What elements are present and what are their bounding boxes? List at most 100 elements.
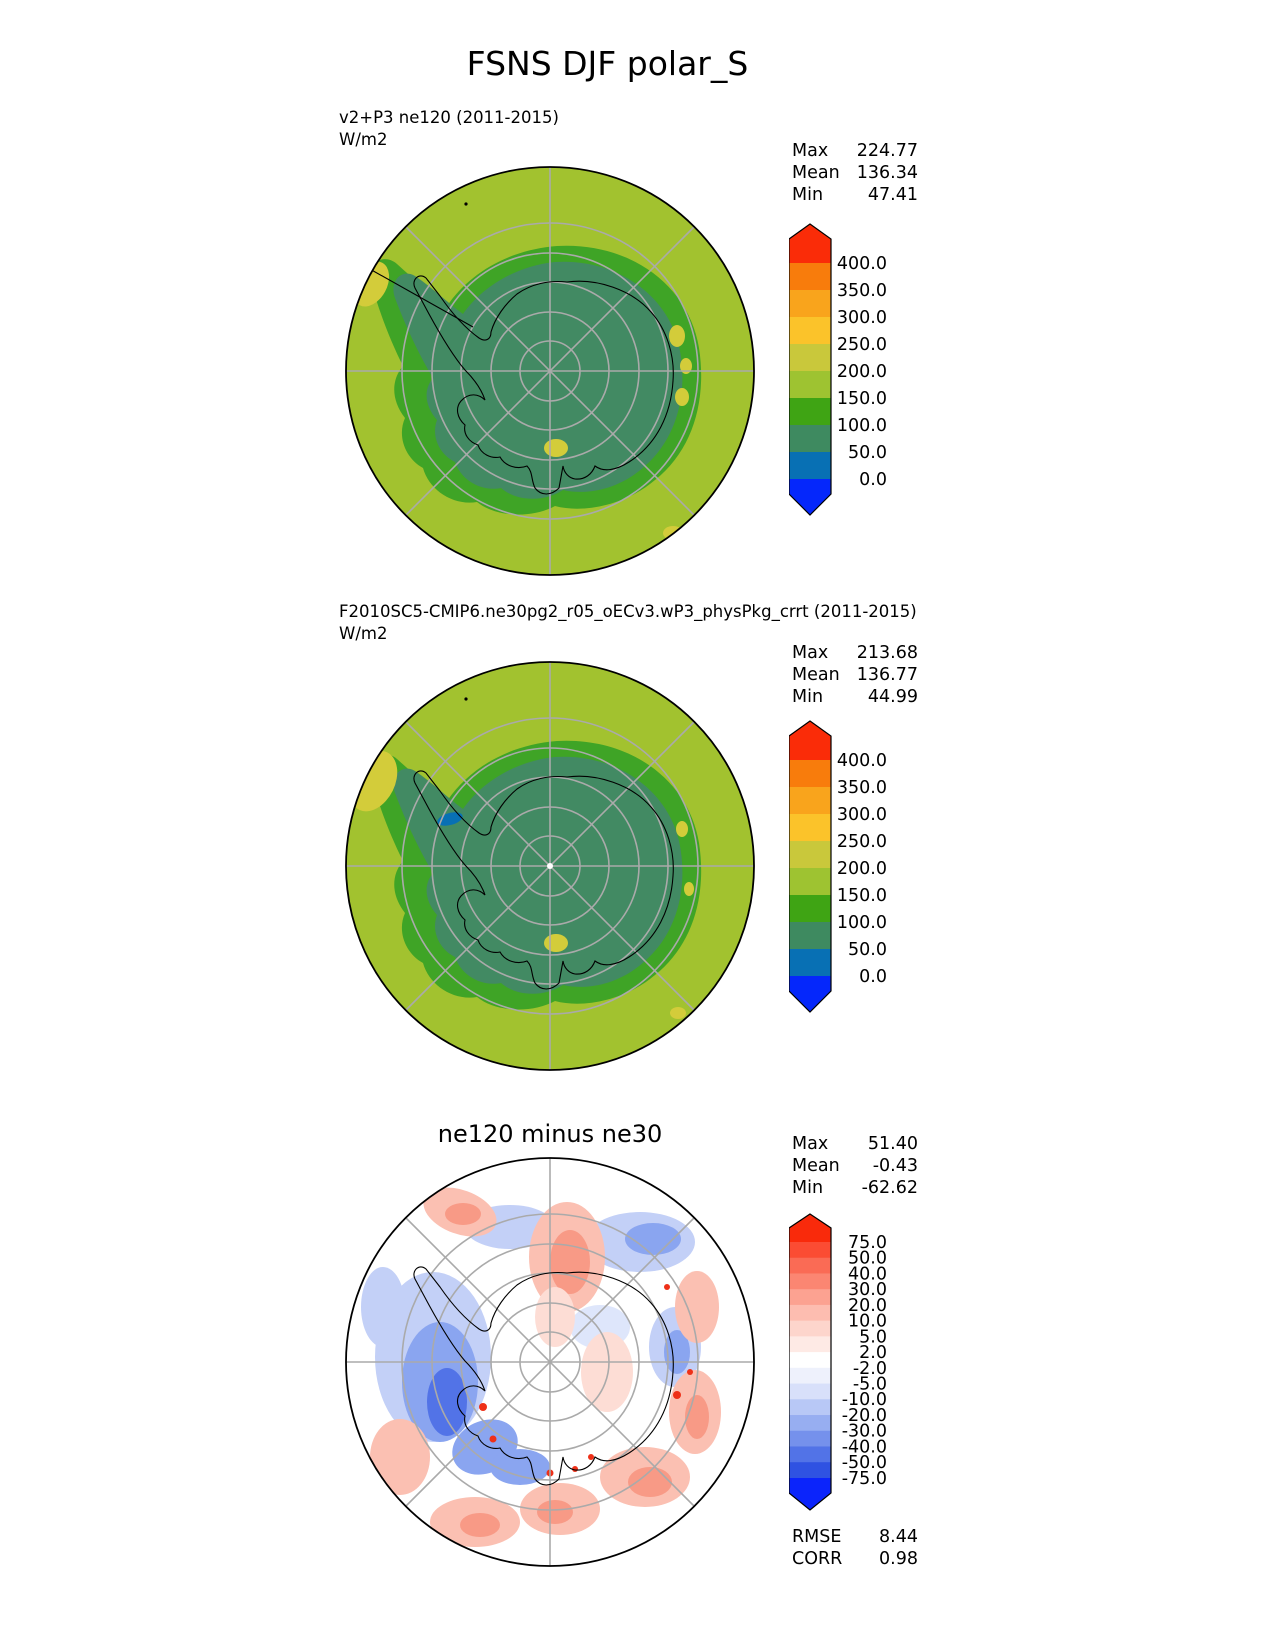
map-boundary	[345, 166, 755, 576]
pole-dot	[547, 863, 553, 869]
stat-label: Mean	[792, 1156, 840, 1176]
svg-text:100.0: 100.0	[837, 416, 887, 436]
stat-value: -0.43	[872, 1156, 918, 1176]
stat-row-max: Max 213.68	[792, 642, 918, 664]
stat-value: 136.34	[856, 163, 918, 183]
svg-text:30.0: 30.0	[848, 1280, 887, 1300]
stat-row-mean: Mean 136.77	[792, 664, 918, 686]
colorbar-panel2: 400.0 350.0 300.0 250.0 200.0 150.0 100.0 50.0 0…	[789, 720, 887, 1013]
metric-value: 0.98	[879, 1549, 918, 1569]
meridian-cut-line	[367, 267, 474, 328]
map-boundary	[345, 661, 755, 1071]
panel2-header: F2010SC5-CMIP6.ne30pg2_r05_oECv3.wP3_phy…	[339, 601, 917, 645]
svg-text:400.0: 400.0	[837, 751, 887, 771]
stat-label: Min	[792, 185, 824, 205]
panel2-units: W/m2	[339, 624, 388, 643]
stat-row-mean: Mean -0.43	[792, 1155, 918, 1177]
svg-text:350.0: 350.0	[837, 778, 887, 798]
metric-label: CORR	[792, 1549, 843, 1569]
metric-row-corr: CORR 0.98	[792, 1548, 918, 1570]
map-panel2-south-polar	[345, 661, 755, 1071]
svg-text:50.0: 50.0	[848, 443, 887, 463]
coastal-hotspots	[479, 1284, 693, 1477]
svg-text:-40.0: -40.0	[842, 1437, 887, 1457]
map-boundary	[345, 1157, 755, 1567]
colorbar-panel3: 75.050.040.030.020.010.05.02.0-2.0-5.0-1…	[789, 1213, 887, 1511]
svg-text:-75.0: -75.0	[842, 1469, 887, 1489]
svg-text:350.0: 350.0	[837, 281, 887, 301]
panel3-metrics: RMSE 8.44 CORR 0.98	[792, 1526, 918, 1570]
metric-value: 8.44	[879, 1527, 918, 1547]
panel1-title: v2+P3 ne120 (2011-2015)	[339, 108, 559, 127]
svg-text:-5.0: -5.0	[853, 1375, 887, 1395]
stat-value: 224.77	[856, 141, 918, 161]
svg-text:10.0: 10.0	[848, 1312, 887, 1332]
svg-text:-20.0: -20.0	[842, 1406, 887, 1426]
colorbar-panel1: 400.0 350.0 300.0 250.0 200.0 150.0 100.0 50.0 0…	[789, 223, 887, 516]
stat-value: -62.62	[861, 1178, 918, 1198]
stat-label: Mean	[792, 163, 840, 183]
svg-text:-2.0: -2.0	[853, 1359, 887, 1379]
svg-text:-50.0: -50.0	[842, 1453, 887, 1473]
panel1-units: W/m2	[339, 130, 388, 149]
svg-text:-10.0: -10.0	[842, 1390, 887, 1410]
svg-text:300.0: 300.0	[837, 308, 887, 328]
stat-row-min: Min -62.62	[792, 1177, 918, 1199]
sea-ice-zone	[393, 261, 683, 499]
svg-text:200.0: 200.0	[837, 859, 887, 879]
metric-label: RMSE	[792, 1527, 842, 1547]
svg-text:0.0: 0.0	[859, 470, 887, 490]
stat-row-max: Max 51.40	[792, 1133, 918, 1155]
graticule	[346, 167, 754, 575]
svg-text:-30.0: -30.0	[842, 1422, 887, 1442]
figure-title: FSNS DJF polar_S	[466, 44, 749, 83]
stat-value: 44.99	[867, 687, 918, 707]
stat-row-min: Min 47.41	[792, 184, 918, 206]
island-speck	[464, 202, 468, 206]
stat-row-max: Max 224.77	[792, 140, 918, 162]
antarctica-coastline	[413, 1266, 674, 1486]
svg-text:400.0: 400.0	[837, 254, 887, 274]
svg-text:50.0: 50.0	[848, 940, 887, 960]
stat-row-mean: Mean 136.34	[792, 162, 918, 184]
map-panel1-south-polar	[345, 166, 755, 576]
stat-value: 213.68	[856, 643, 918, 663]
island-speck	[464, 697, 468, 701]
svg-text:150.0: 150.0	[837, 886, 887, 906]
svg-text:250.0: 250.0	[837, 832, 887, 852]
stat-label: Max	[792, 643, 829, 663]
stat-label: Max	[792, 1134, 829, 1154]
svg-text:20.0: 20.0	[848, 1296, 887, 1316]
stat-label: Min	[792, 1178, 824, 1198]
antarctica-coastline	[413, 275, 674, 495]
antarctica-coastline	[413, 770, 674, 990]
metric-row-rmse: RMSE 8.44	[792, 1526, 918, 1548]
svg-text:2.0: 2.0	[859, 1343, 887, 1363]
map-panel3-difference	[345, 1157, 755, 1567]
svg-text:250.0: 250.0	[837, 335, 887, 355]
panel1-header: v2+P3 ne120 (2011-2015) W/m2	[339, 107, 559, 151]
svg-text:0.0: 0.0	[859, 967, 887, 987]
svg-text:300.0: 300.0	[837, 805, 887, 825]
panel2-title: F2010SC5-CMIP6.ne30pg2_r05_oECv3.wP3_phy…	[339, 602, 917, 621]
stat-value: 51.40	[867, 1134, 918, 1154]
svg-text:5.0: 5.0	[859, 1327, 887, 1347]
stat-label: Min	[792, 687, 824, 707]
svg-text:100.0: 100.0	[837, 913, 887, 933]
svg-text:150.0: 150.0	[837, 389, 887, 409]
panel1-stats: Max 224.77 Mean 136.34 Min 47.41	[792, 140, 918, 206]
svg-text:75.0: 75.0	[848, 1233, 887, 1253]
panel3-title: ne120 minus ne30	[437, 1120, 663, 1148]
panel2-stats: Max 213.68 Mean 136.77 Min 44.99	[792, 642, 918, 708]
sea-ice-zone	[393, 756, 683, 994]
graticule	[346, 1158, 754, 1566]
stat-label: Max	[792, 141, 829, 161]
stat-value: 136.77	[856, 665, 918, 685]
svg-text:200.0: 200.0	[837, 362, 887, 382]
svg-text:40.0: 40.0	[848, 1264, 887, 1284]
stat-row-min: Min 44.99	[792, 686, 918, 708]
stat-label: Mean	[792, 665, 840, 685]
svg-text:50.0: 50.0	[848, 1249, 887, 1269]
stat-value: 47.41	[867, 185, 918, 205]
